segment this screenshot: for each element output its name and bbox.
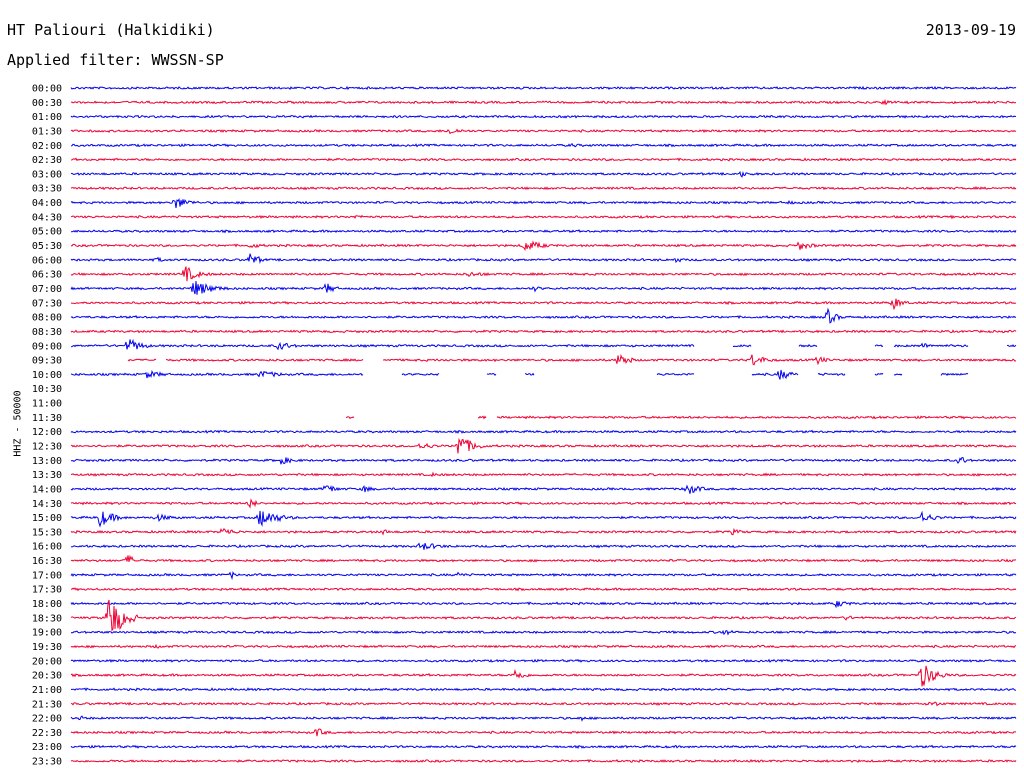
time-label: 08:30 bbox=[32, 327, 62, 338]
trace-1530 bbox=[70, 527, 1017, 536]
time-label: 12:30 bbox=[32, 442, 62, 453]
time-label: 17:00 bbox=[32, 570, 62, 581]
time-label: 12:00 bbox=[32, 427, 62, 438]
time-label: 10:30 bbox=[32, 384, 62, 395]
time-label: 14:30 bbox=[32, 499, 62, 510]
time-label: 11:30 bbox=[32, 413, 62, 424]
trace-1400 bbox=[70, 484, 1016, 494]
time-label: 19:30 bbox=[32, 642, 62, 653]
trace-0000 bbox=[70, 85, 1017, 91]
station-title: HT Paliouri (Halkidiki) bbox=[7, 21, 215, 39]
trace-1830 bbox=[70, 599, 1017, 632]
trace-1200 bbox=[70, 429, 1017, 434]
trace-1700 bbox=[70, 571, 1017, 581]
trace-0800 bbox=[70, 307, 1017, 324]
time-label: 03:30 bbox=[32, 184, 62, 195]
trace-0900 bbox=[70, 338, 1017, 351]
time-label: 02:00 bbox=[32, 141, 62, 152]
time-label: 23:30 bbox=[32, 757, 62, 768]
time-label: 17:30 bbox=[32, 585, 62, 596]
trace-1330 bbox=[70, 471, 1017, 478]
time-label: 07:30 bbox=[32, 298, 62, 309]
time-label: 20:30 bbox=[32, 671, 62, 682]
trace-2230 bbox=[70, 728, 1017, 737]
time-label: 05:30 bbox=[32, 241, 62, 252]
time-label: 22:30 bbox=[32, 728, 62, 739]
time-label: 15:30 bbox=[32, 527, 62, 538]
time-label: 09:30 bbox=[32, 356, 62, 367]
time-label: 04:00 bbox=[32, 198, 62, 209]
trace-2300 bbox=[70, 744, 1017, 749]
time-label: 06:30 bbox=[32, 270, 62, 281]
time-label: 11:00 bbox=[32, 399, 62, 410]
trace-1800 bbox=[70, 601, 1017, 609]
trace-0700 bbox=[70, 281, 1017, 295]
trace-1730 bbox=[70, 587, 1017, 592]
time-label: 22:00 bbox=[32, 714, 62, 725]
record-date: 2013-09-19 bbox=[925, 21, 1016, 39]
trace-0430 bbox=[70, 214, 1017, 220]
trace-2030 bbox=[70, 665, 1017, 687]
time-label: 09:00 bbox=[32, 341, 62, 352]
trace-1930 bbox=[70, 643, 1017, 649]
trace-0230 bbox=[70, 157, 1017, 162]
time-label: 02:30 bbox=[32, 155, 62, 166]
trace-0300 bbox=[70, 170, 1017, 178]
time-label: 21:00 bbox=[32, 685, 62, 696]
trace-1130 bbox=[345, 415, 1017, 420]
time-label: 08:00 bbox=[32, 313, 62, 324]
trace-2000 bbox=[70, 658, 1017, 663]
time-label: 03:00 bbox=[32, 169, 62, 180]
trace-0600 bbox=[70, 253, 1017, 264]
time-label: 18:00 bbox=[32, 599, 62, 610]
time-label: 13:00 bbox=[32, 456, 62, 467]
trace-2200 bbox=[70, 715, 1017, 722]
time-label: 06:00 bbox=[32, 255, 62, 266]
trace-1900 bbox=[70, 629, 1017, 636]
time-label: 15:00 bbox=[32, 513, 62, 524]
time-label: 19:00 bbox=[32, 628, 62, 639]
trace-1230 bbox=[70, 437, 1017, 454]
filter-label: Applied filter: WWSSN-SP bbox=[7, 51, 224, 69]
time-label: 10:00 bbox=[32, 370, 62, 381]
trace-0030 bbox=[70, 98, 1017, 106]
time-label: 00:30 bbox=[32, 98, 62, 109]
trace-1430 bbox=[70, 498, 1017, 509]
trace-1630 bbox=[70, 554, 1016, 563]
trace-0930 bbox=[127, 353, 1017, 366]
time-label: 07:00 bbox=[32, 284, 62, 295]
time-label: 04:30 bbox=[32, 212, 62, 223]
time-label: 20:00 bbox=[32, 656, 62, 667]
trace-1000 bbox=[70, 369, 969, 380]
trace-0500 bbox=[71, 229, 1017, 234]
trace-1600 bbox=[70, 542, 1016, 550]
time-label: 01:00 bbox=[32, 112, 62, 123]
trace-0400 bbox=[70, 197, 1017, 208]
trace-2130 bbox=[71, 701, 1017, 707]
time-label: 14:00 bbox=[32, 484, 62, 495]
time-label: 05:00 bbox=[32, 227, 62, 238]
time-label: 18:30 bbox=[32, 613, 62, 624]
time-label: 13:30 bbox=[32, 470, 62, 481]
trace-0530 bbox=[70, 240, 1017, 252]
trace-2100 bbox=[70, 687, 1017, 692]
trace-0100 bbox=[70, 114, 1017, 119]
trace-0830 bbox=[70, 329, 1017, 334]
time-label: 21:30 bbox=[32, 699, 62, 710]
trace-1300 bbox=[70, 457, 1017, 465]
time-label: 01:30 bbox=[32, 126, 62, 137]
trace-1500 bbox=[70, 510, 1017, 528]
trace-0130 bbox=[70, 128, 1017, 135]
time-label: 00:00 bbox=[32, 84, 62, 95]
trace-0200 bbox=[70, 142, 1017, 148]
trace-0330 bbox=[70, 186, 1017, 191]
time-label: 16:00 bbox=[32, 542, 62, 553]
trace-0730 bbox=[70, 298, 1017, 311]
time-label: 23:00 bbox=[32, 742, 62, 753]
time-label: 16:30 bbox=[32, 556, 62, 567]
trace-0630 bbox=[70, 266, 1017, 282]
trace-2330 bbox=[70, 758, 1017, 764]
